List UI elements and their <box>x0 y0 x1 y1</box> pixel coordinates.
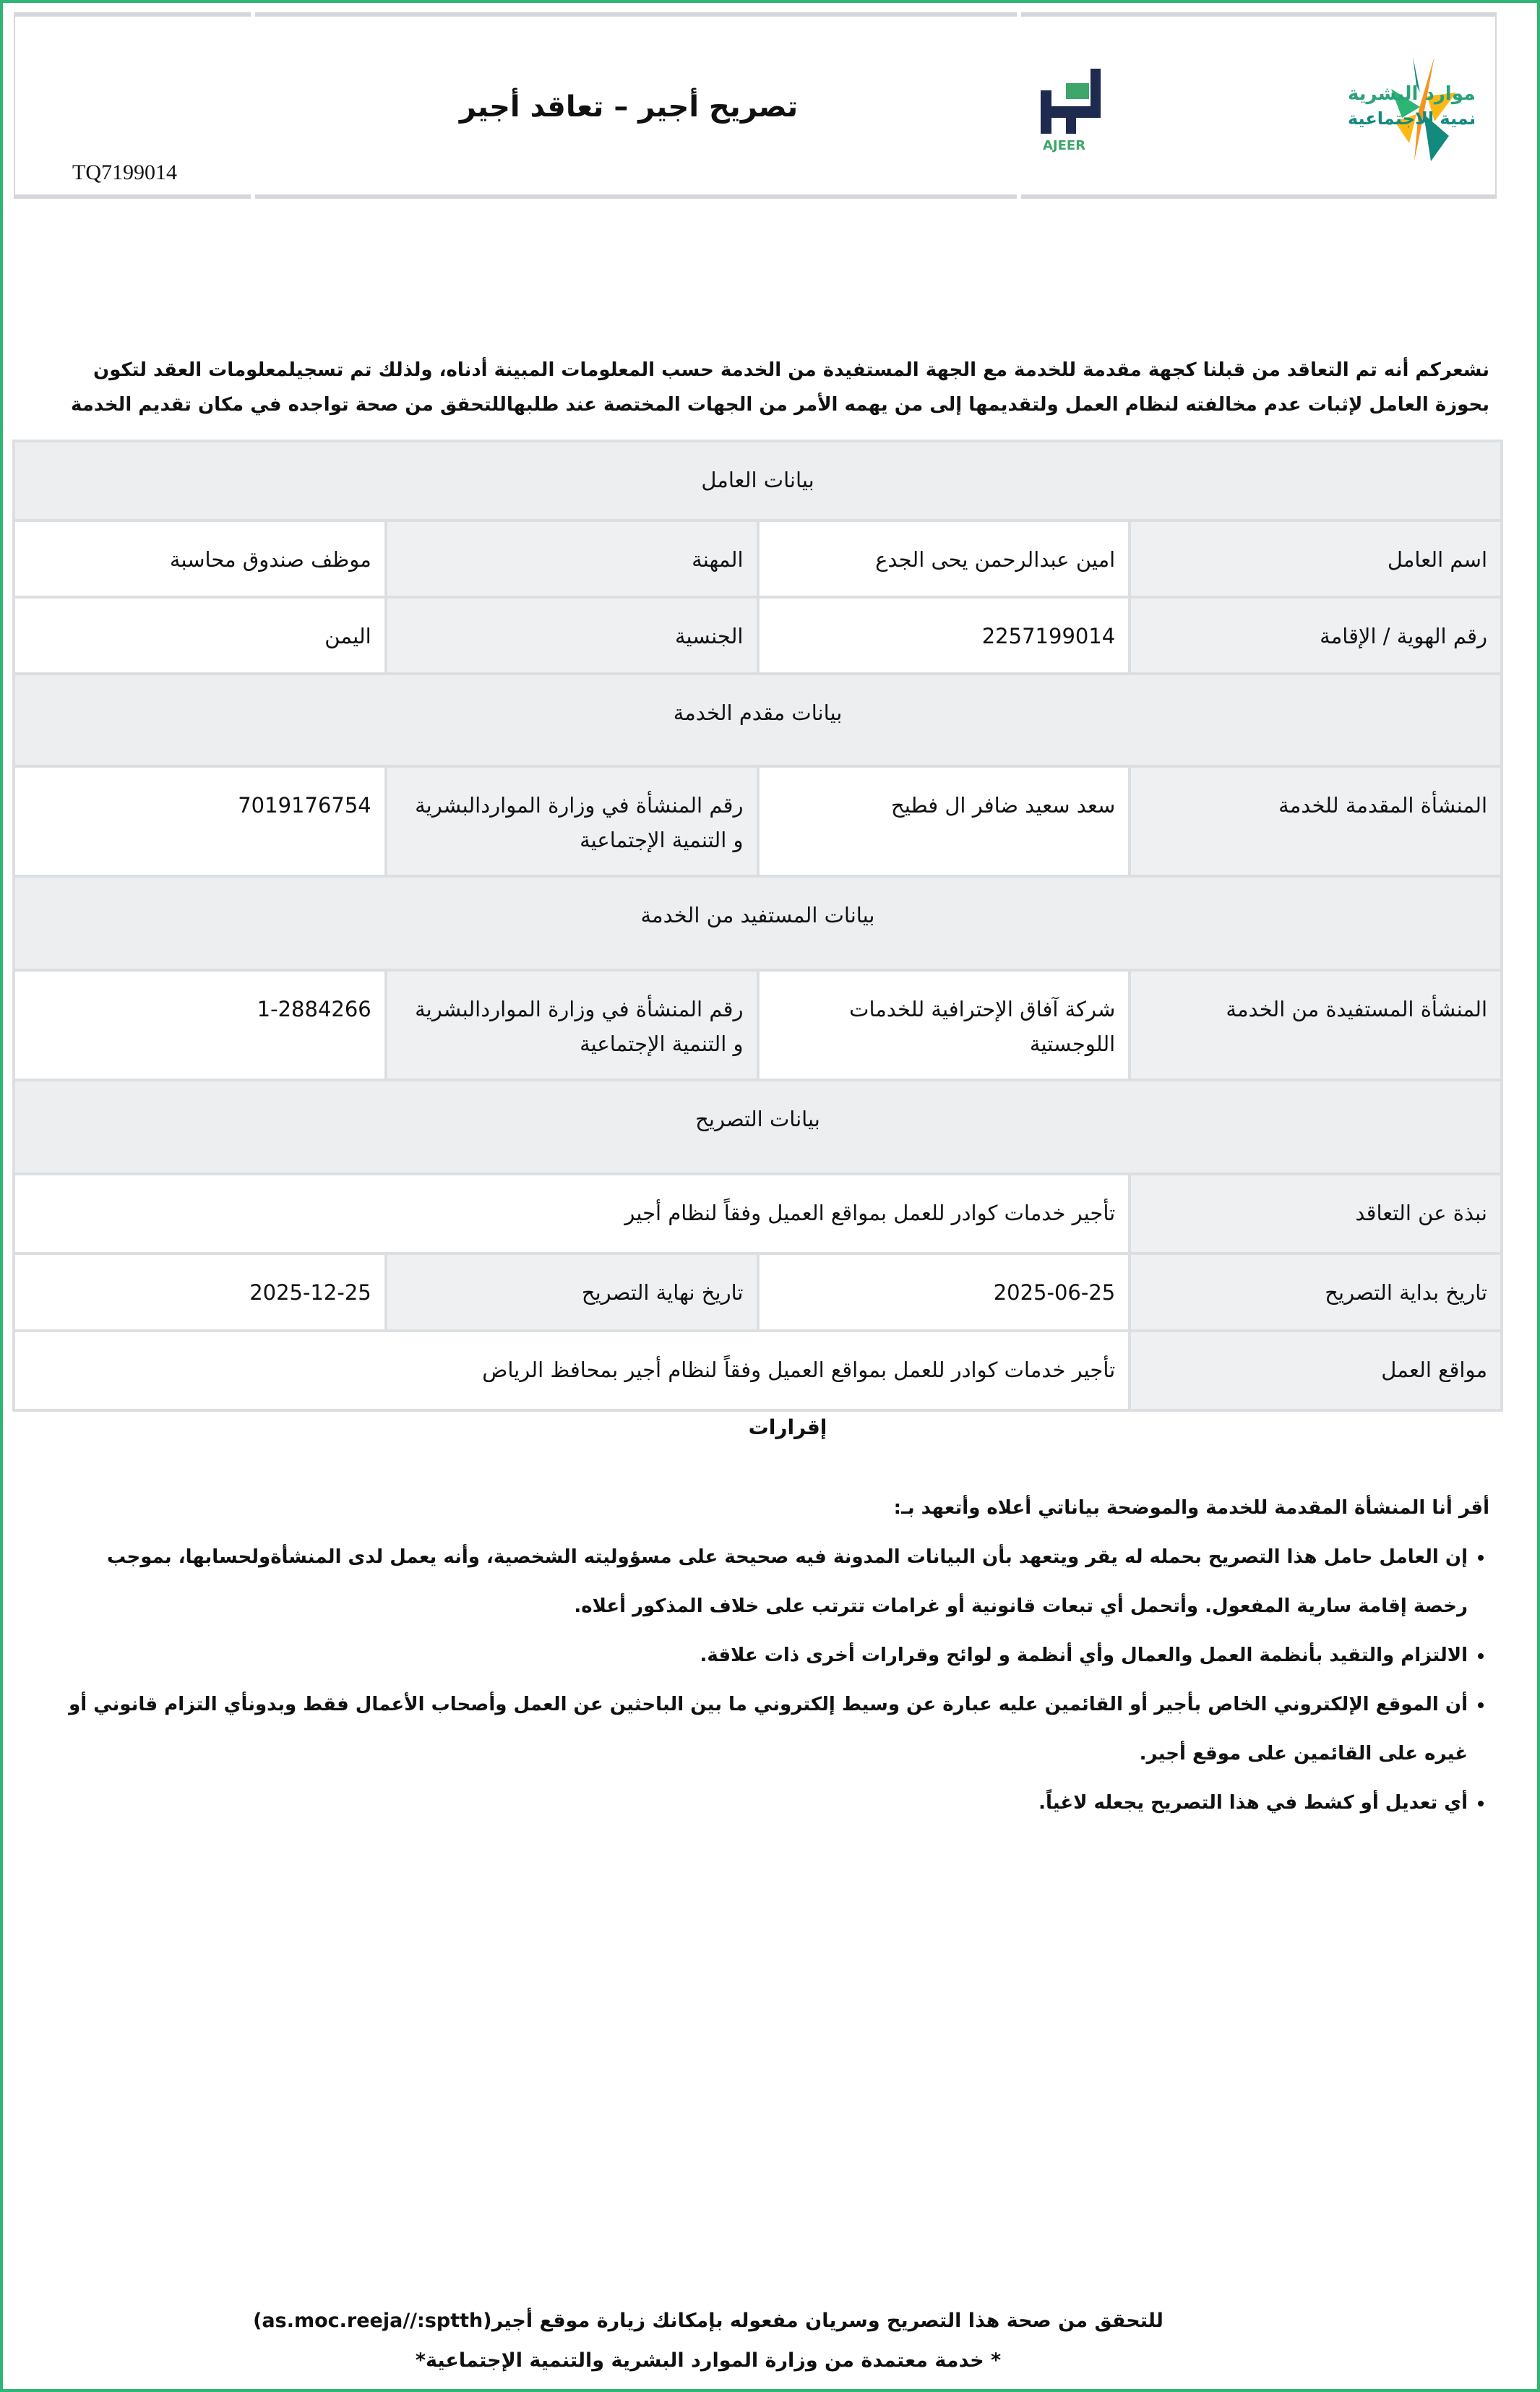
logo-petal <box>1391 89 1420 118</box>
start-date-label: تاريخ بداية التصريح <box>1128 1252 1503 1332</box>
table-row: المنشأة المستفيدة من الخدمة شركة آفاق ال… <box>12 969 1503 1081</box>
work-sites-value: تأجير خدمات كوادر للعمل بمواقع العميل وف… <box>12 1329 1132 1412</box>
logo-petal <box>1414 56 1434 161</box>
logo-petal <box>1424 114 1449 161</box>
end-date-value: 2025-12-25 <box>12 1252 387 1332</box>
provider-number-value: 7019176754 <box>12 765 387 878</box>
intro-paragraph: نشعركم أنه تم التعاقد من قبلنا كجهة مقدم… <box>70 359 1489 416</box>
beneficiary-number-label: رقم المنشأة في وزارة المواردالبشرية و ال… <box>384 969 760 1081</box>
declaration-item: أن الموقع الإلكتروني الخاص بأجير أو القا… <box>51 1680 1468 1778</box>
reference-number: TQ7199014 <box>72 160 177 184</box>
worker-name-label: اسم العامل <box>1128 519 1503 599</box>
declaration-item: الالتزام والتقيد بأنظمة العمل والعمال وأ… <box>51 1631 1468 1680</box>
logo-petal <box>1395 114 1416 143</box>
section-row-beneficiary: بيانات المستفيد من الخدمة <box>12 875 1503 972</box>
logo-petal <box>1413 56 1420 93</box>
ajeer-logo: AJEER <box>1041 69 1101 153</box>
section-title: بيانات مقدم الخدمة <box>12 672 1503 768</box>
job-value: موظف صندوق محاسبة <box>12 519 387 599</box>
section-title: بيانات التصريح <box>12 1079 1503 1175</box>
section-row-provider: بيانات مقدم الخدمة <box>12 672 1503 768</box>
nationality-label: الجنسية <box>384 596 760 675</box>
provider-number-label: رقم المنشأة في وزارة المواردالبشرية و ال… <box>384 765 760 878</box>
ministry-logo-line1: الموارد البشرية <box>1348 83 1474 105</box>
declarations: أقر أنا المنشأة المقدمة للخدمة والموضحة … <box>51 1483 1489 1827</box>
provider-org-value: سعد سعيد ضافر ال فطيح <box>756 765 1132 878</box>
worker-name-value: امين عبدالرحمن يحى الجدع <box>756 519 1132 599</box>
header-cell-title <box>255 12 1017 199</box>
header-cell-logos <box>1021 12 1495 199</box>
nationality-value: اليمن <box>12 596 387 675</box>
beneficiary-number-value: 1-2884266 <box>12 969 387 1081</box>
declarations-intro: أقر أنا المنشأة المقدمة للخدمة والموضحة … <box>893 1497 1489 1519</box>
table-row: نبذة عن التعاقد تأجير خدمات كوادر للعمل … <box>12 1173 1503 1255</box>
declaration-item: أي تعديل أو كشط في هذا التصريح يجعله لاغ… <box>51 1778 1468 1827</box>
table-row: تاريخ بداية التصريح 2025-06-25 تاريخ نها… <box>12 1252 1503 1332</box>
table-row: رقم الهوية / الإقامة 2257199014 الجنسية … <box>12 596 1503 675</box>
beneficiary-org-label: المنشأة المستفيدة من الخدمة <box>1128 969 1503 1081</box>
section-title: بيانات العامل <box>12 440 1503 522</box>
declarations-list: إن العامل حامل هذا التصريح بحمله له يقر … <box>51 1532 1489 1827</box>
end-date-label: تاريخ نهاية التصريح <box>384 1252 760 1332</box>
declarations-title: إقرارات <box>748 1415 827 1439</box>
id-value: 2257199014 <box>756 596 1132 675</box>
permit-details-table: بيانات العامل اسم العامل امين عبدالرحمن … <box>12 440 1503 1412</box>
table-row: المنشأة المقدمة للخدمة سعد سعيد ضافر ال … <box>12 765 1503 878</box>
section-title: بيانات المستفيد من الخدمة <box>12 875 1503 972</box>
section-row-worker: بيانات العامل <box>12 440 1503 522</box>
declaration-item: إن العامل حامل هذا التصريح بحمله له يقر … <box>51 1532 1468 1631</box>
table-row: مواقع العمل تأجير خدمات كوادر للعمل بموا… <box>12 1329 1503 1412</box>
contract-about-value: تأجير خدمات كوادر للعمل بمواقع العميل وف… <box>12 1173 1132 1255</box>
logo-petal <box>1427 93 1456 121</box>
work-sites-label: مواقع العمل <box>1128 1329 1503 1412</box>
contract-about-label: نبذة عن التعاقد <box>1128 1173 1503 1255</box>
ministry-logo-line2: والتنمية الاجتماعية <box>1348 108 1474 129</box>
document-header <box>14 12 1497 199</box>
start-date-value: 2025-06-25 <box>756 1252 1132 1332</box>
approval-note: * خدمة معتمدة من وزارة الموارد البشرية و… <box>415 2349 1002 2372</box>
ajeer-logo-latin: AJEER <box>1043 138 1085 153</box>
job-label: المهنة <box>384 519 760 599</box>
beneficiary-org-value: شركة آفاق الإحترافية للخدمات اللوجستية <box>756 969 1132 1081</box>
id-label: رقم الهوية / الإقامة <box>1128 596 1503 675</box>
verification-note: للتحقق من صحة هذا التصريح وسريان مفعوله … <box>253 2310 1163 2332</box>
provider-org-label: المنشأة المقدمة للخدمة <box>1128 765 1503 878</box>
section-row-permit: بيانات التصريح <box>12 1079 1503 1175</box>
table-row: اسم العامل امين عبدالرحمن يحى الجدع المه… <box>12 519 1503 599</box>
ministry-logo: الموارد البشرية والتنمية الاجتماعية <box>1348 56 1474 161</box>
page-title: تصريح أجير – تعاقد أجير <box>459 90 799 124</box>
header-cell-reference <box>15 12 251 199</box>
